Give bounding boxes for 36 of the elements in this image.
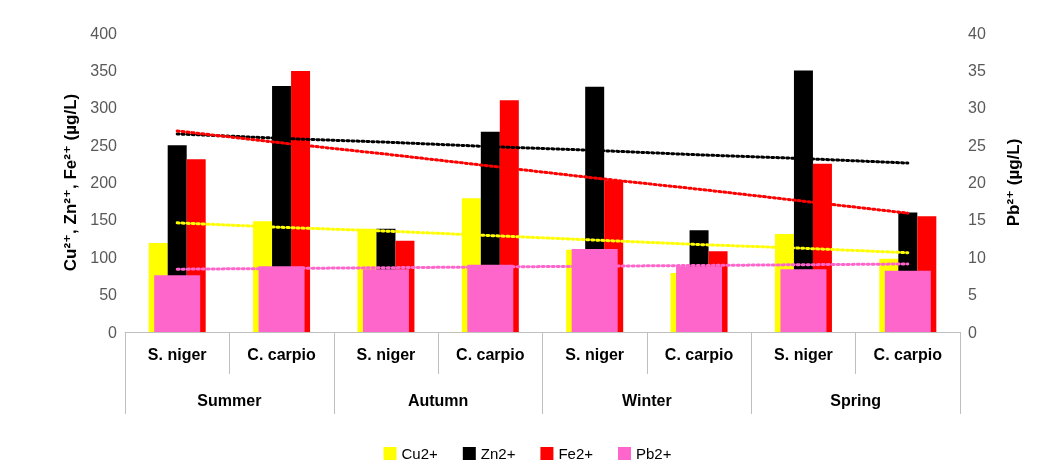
y2-tick-label: 15 [968,211,986,229]
y2-tick-label: 20 [968,174,986,191]
y2-tick-label: 30 [968,99,986,117]
y-tick-label: 0 [108,323,118,341]
text: Autumn [407,391,469,409]
x-tick-label: C. carpio [664,345,734,363]
legend-label: Pb2+ [636,445,672,462]
x-tick-label: S. niger [565,345,625,363]
y-tick-label: 250 [90,136,118,154]
y2-tick-label: 5 [968,286,977,304]
x-tick-label: C. carpio [456,345,525,363]
y-tick-label: 50 [99,286,118,304]
y-tick-label: 400 [90,24,118,42]
x-tick-label: S. niger [356,345,416,363]
text: Winter [622,391,672,409]
text: Summer [197,391,262,409]
y-tick-label: 200 [90,174,118,191]
y2-tick-label: 25 [968,136,986,154]
y2-tick-label: 40 [968,24,986,42]
y-axis-title: Cu²⁺, Zn²⁺, Fe²⁺ (µg/L) [61,93,81,272]
legend-label: Zn2+ [480,445,516,462]
y-tick-label: 150 [90,211,118,229]
y-tick-label: 350 [90,61,118,79]
x-tick-label: S. niger [774,345,833,363]
x-tick-label: S. niger [147,345,207,363]
x-tick-label: C. carpio [873,345,943,363]
legend-label: Fe2+ [558,445,594,462]
y2-axis-title: Pb²⁺ (µg/L) [1004,138,1023,227]
y-tick-label: 100 [90,248,118,266]
y-tick-label: 300 [90,99,118,117]
y2-tick-label: 10 [968,248,986,266]
y2-tick-label: 0 [968,323,977,341]
x-tick-label: C. carpio [247,345,317,363]
y2-tick-label: 35 [968,61,986,79]
legend-label: Cu2+ [401,445,439,462]
text: Spring [830,391,881,409]
